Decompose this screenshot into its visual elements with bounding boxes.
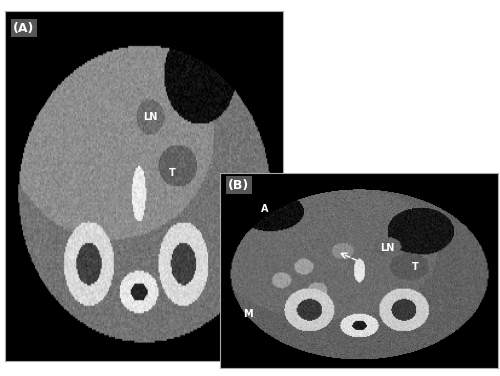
Text: (B): (B)	[228, 179, 250, 192]
Text: LN: LN	[380, 243, 394, 253]
Text: T: T	[412, 262, 418, 272]
Text: A: A	[261, 204, 268, 214]
Text: LN: LN	[142, 112, 157, 122]
Text: T: T	[168, 168, 175, 178]
Text: (A): (A)	[14, 22, 34, 35]
Text: M: M	[244, 309, 253, 319]
